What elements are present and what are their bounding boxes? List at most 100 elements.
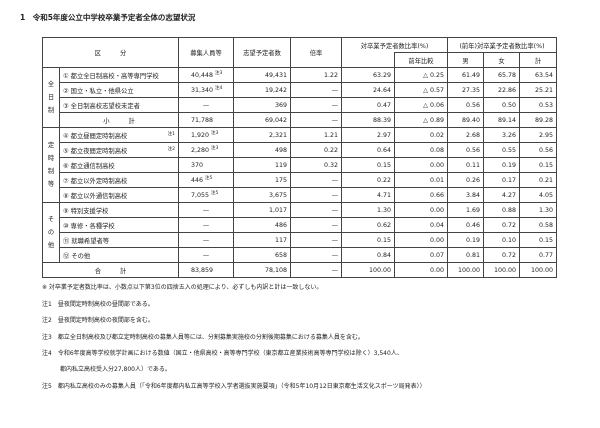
group-label-value: 定時制等 — [47, 142, 55, 188]
male-cell: 0.46 — [447, 217, 484, 233]
total-cell: 0.15 — [519, 232, 557, 248]
row-name: ⑨ 特別支援学校 — [59, 202, 179, 218]
diff-cell: 0.07 — [394, 247, 448, 263]
recruit-cell: 2,280 注3 — [178, 142, 234, 158]
male-cell-value: 0.81 — [465, 251, 480, 259]
male-cell: 100.00 — [447, 262, 484, 278]
recruit-cell: 40,448 注3 — [178, 67, 234, 83]
female-cell-value: 65.78 — [497, 71, 516, 79]
ratio-cell: 0.32 — [290, 157, 342, 173]
row-name-value: 小 計 — [103, 117, 135, 125]
diff-cell: 0.00 — [394, 232, 448, 248]
applicants-cell: 117 — [233, 232, 291, 248]
male-cell-value: 0.11 — [465, 161, 480, 169]
share-cell: 0.47 — [341, 97, 395, 113]
ratio-cell-value: 0.22 — [323, 146, 338, 154]
ratio-cell: 0.22 — [290, 142, 342, 158]
note-ref: 注1 — [167, 131, 175, 137]
header-applicants: 志望予定者数 — [233, 37, 291, 68]
male-cell: 0.56 — [447, 142, 484, 158]
row-name-value: ⑫ その他 — [63, 252, 91, 260]
recruit-cell: — — [178, 247, 234, 263]
share-cell-value: 0.15 — [376, 236, 391, 244]
table-row: ⑤ 都立夜間定時制高校 注2 2,280 注3 498 0.22 0.64 0.08 0.56 0… — [43, 142, 557, 158]
share-cell: 24.64 — [341, 82, 395, 98]
ratio-cell-value: — — [331, 236, 338, 244]
applicants-cell-value: 658 — [274, 251, 287, 259]
diff-cell: 0.00 — [394, 262, 448, 278]
female-cell: 0.72 — [483, 247, 520, 263]
share-cell: 4.71 — [341, 187, 395, 203]
total-label: 合 計 — [42, 262, 179, 278]
total-cell-value: 0.21 — [538, 176, 553, 184]
row-name-value: ⑪ 就職希望者等 — [63, 237, 110, 245]
row-name-value: ② 国立・私立・他県公立 — [63, 87, 134, 95]
female-cell-value: 89.14 — [497, 116, 516, 124]
share-cell: 88.39 — [341, 112, 395, 128]
applicants-cell-value: 3,675 — [268, 191, 287, 199]
recruit-cell: 71,788 — [178, 112, 234, 128]
female-cell-value: 4.27 — [501, 191, 516, 199]
share-cell-value: 0.15 — [376, 161, 391, 169]
total-cell: 4.05 — [519, 187, 557, 203]
male-cell-value: 0.56 — [465, 101, 480, 109]
recruit-cell: 83,859 — [178, 262, 234, 278]
total-row: 合 計 83,859 78,108 — 100.00 0.00 100.00 100.00 10… — [42, 262, 557, 278]
diff-cell: △ 0.57 — [394, 82, 448, 98]
row-name: ⑫ その他 — [59, 247, 179, 263]
applicants-cell: 1,017 — [233, 202, 291, 218]
female-cell: 0.50 — [483, 97, 520, 113]
male-cell-value: 0.56 — [465, 146, 480, 154]
female-cell-value: 0.72 — [501, 221, 516, 229]
total-cell-value: 0.58 — [538, 221, 553, 229]
table-row: ⑧ 都立以外通信制高校 7,055 注5 3,675 — 4.71 0.66 3.84 4.27… — [43, 187, 557, 203]
diff-cell: 0.04 — [394, 217, 448, 233]
ratio-cell-value: 1.21 — [323, 131, 338, 139]
share-cell: 100.00 — [341, 262, 395, 278]
group-label-value: その他 — [47, 216, 55, 249]
male-cell-value: 27.35 — [461, 86, 480, 94]
recruit-cell-value: 7,055 — [191, 192, 210, 200]
total-cell-value: 0.56 — [538, 146, 553, 154]
applicants-cell-value: 119 — [274, 161, 287, 169]
note-ref: 注2 — [167, 146, 175, 152]
header-total: 計 — [519, 52, 557, 68]
applicants-cell-value: 1,017 — [268, 206, 287, 214]
row-name-value: ⑨ 特別支援学校 — [63, 207, 109, 215]
ratio-cell-value: — — [331, 176, 338, 184]
share-cell: 0.15 — [341, 157, 395, 173]
row-name-value: ③ 全日制高校志望校未定者 — [63, 102, 140, 110]
female-cell-value: 3.26 — [501, 131, 516, 139]
row-name-value: ⑩ 専修・各種学校 — [63, 222, 115, 230]
total-cell-value: 89.28 — [534, 116, 553, 124]
row-name: ③ 全日制高校志望校未定者 — [59, 97, 179, 113]
applicants-cell: 119 — [233, 157, 291, 173]
row-name: ⑤ 都立夜間定時制高校 注2 — [59, 142, 179, 158]
diff-cell: △ 0.06 — [394, 97, 448, 113]
note-ref: 注3 — [211, 146, 219, 152]
applicants-cell: 2,321 — [233, 127, 291, 143]
total-cell: 1.30 — [519, 202, 557, 218]
header-prev-compare: 前年比較 — [394, 52, 448, 68]
diff-cell-value: △ 0.89 — [423, 116, 444, 124]
row-name: ⑦ 都立以外定時制高校 — [59, 172, 179, 188]
diff-cell-value: 0.00 — [429, 161, 444, 169]
ratio-cell: — — [290, 112, 342, 128]
ratio-cell: — — [290, 217, 342, 233]
note-ref: 注5 — [205, 176, 213, 182]
diff-cell: △ 0.89 — [394, 112, 448, 128]
male-cell-value: 3.84 — [465, 191, 480, 199]
total-cell-value: 100.00 — [530, 266, 553, 274]
row-name-value: ④ 都立昼間定時制高校 — [63, 132, 128, 140]
male-cell: 0.56 — [447, 97, 484, 113]
recruit-cell: 1,920 注3 — [178, 127, 234, 143]
recruit-cell-value: 83,859 — [191, 266, 214, 274]
row-name: ⑪ 就職希望者等 — [59, 232, 179, 248]
share-cell-value: 24.64 — [372, 86, 391, 94]
applicants-cell-value: 175 — [274, 176, 287, 184]
header-prev-share: (前年)対卒業予定者数比率(%) — [447, 37, 557, 53]
share-cell-value: 1.30 — [376, 206, 391, 214]
total-cell-value: 2.95 — [538, 131, 553, 139]
total-cell: 100.00 — [519, 262, 557, 278]
note-ref: 注3 — [211, 131, 219, 137]
